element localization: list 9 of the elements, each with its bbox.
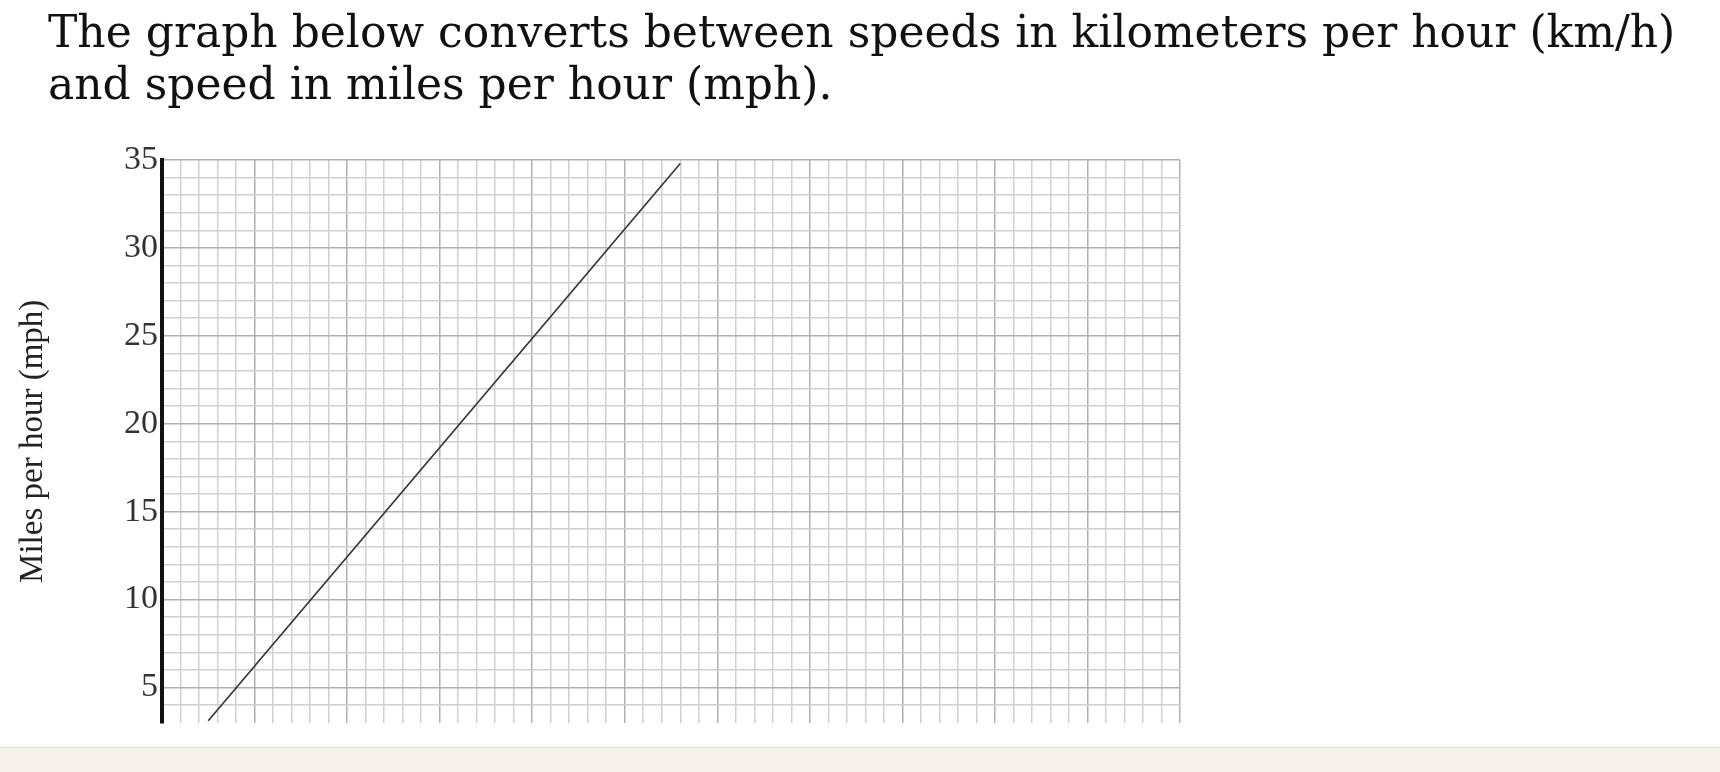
y-tick-label: 35 [124,138,158,176]
y-axis-title: Miles per hour (mph) [13,299,51,583]
y-tick-label: 30 [124,226,158,264]
y-tick-label: 25 [124,314,158,352]
y-tick-label: 20 [124,402,158,440]
y-tick-label: 15 [124,490,158,528]
y-tick-label: 10 [124,578,158,616]
y-tick-label: 5 [141,666,158,704]
chart-title: The graph below converts between speeds in kilometers per hour (km/h) and speed in miles per hour (mph). [48,6,1677,110]
